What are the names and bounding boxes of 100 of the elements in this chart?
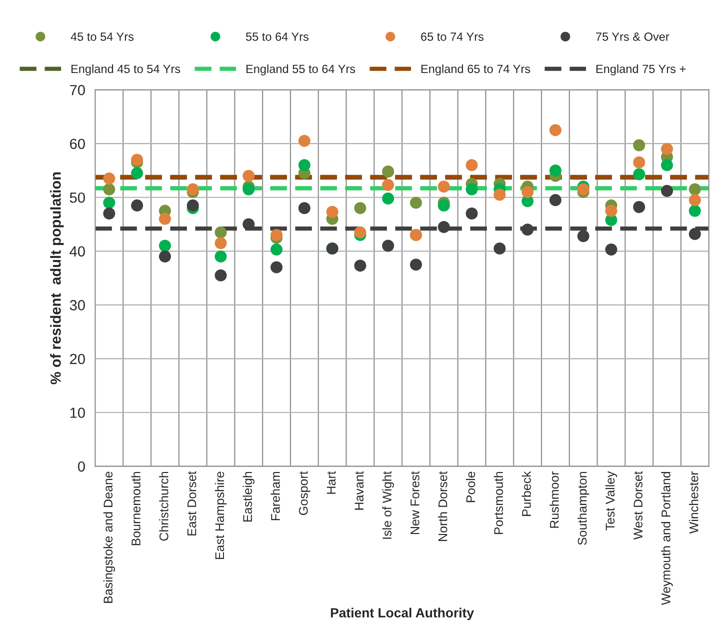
- point: [382, 178, 394, 192]
- point: [633, 168, 646, 180]
- point: [522, 224, 534, 236]
- x-tick-label: Havant: [354, 471, 364, 510]
- point: [298, 159, 310, 172]
- x-tick-label: Eastleigh: [242, 472, 254, 522]
- point: [549, 164, 562, 177]
- point: [158, 212, 171, 225]
- legend-label: 45 to 54 Yrs: [70, 32, 134, 41]
- x-tick-label: Bournemouth: [131, 472, 140, 546]
- legend-label: England 45 to 54 Yrs: [71, 64, 180, 76]
- point: [298, 134, 310, 147]
- y-tick-label: 20: [70, 354, 85, 364]
- point: [438, 199, 450, 212]
- point: [354, 226, 366, 238]
- point: [688, 194, 701, 206]
- legend-label: England 55 to 64 Yrs: [246, 64, 356, 76]
- point: [688, 228, 701, 240]
- y-axis-title: % of resident adult population: [50, 172, 64, 384]
- x-tick-label: Purbeck: [522, 471, 531, 516]
- point: [298, 202, 310, 214]
- x-tick-label: East Dorset: [187, 471, 196, 536]
- point: [410, 196, 422, 209]
- point: [438, 220, 450, 233]
- point: [158, 240, 171, 252]
- point: [688, 183, 701, 196]
- y-tick-label: 0: [78, 461, 85, 472]
- point: [522, 186, 534, 198]
- point: [158, 250, 171, 263]
- legend-label: 75 Yrs & Over: [596, 32, 670, 41]
- point: [382, 240, 394, 252]
- y-tick-label: 70: [70, 84, 85, 96]
- y-tick-label: 40: [70, 246, 85, 257]
- x-tick-label: Weymouth and Portland: [661, 472, 673, 605]
- point: [131, 199, 144, 212]
- point: [103, 172, 116, 185]
- point: [688, 204, 701, 217]
- point: [466, 159, 478, 172]
- x-tick-label: Fareham: [270, 472, 280, 520]
- y-tick-label: 50: [70, 192, 85, 203]
- y-tick-label: 10: [70, 408, 85, 418]
- point: [103, 183, 116, 196]
- point: [633, 139, 646, 152]
- x-tick-label: East Hampshire: [214, 472, 227, 560]
- point: [660, 184, 674, 197]
- point: [214, 226, 227, 238]
- point: [354, 202, 366, 214]
- point: [214, 250, 227, 263]
- point: [438, 180, 450, 193]
- x-tick-label: Hart: [326, 471, 336, 494]
- point: [382, 192, 394, 204]
- point: [242, 183, 255, 196]
- point: [633, 156, 646, 168]
- point: [605, 244, 618, 256]
- point: [605, 204, 618, 217]
- point: [131, 154, 144, 166]
- x-tick-label: Portsmouth: [494, 472, 504, 534]
- point: [326, 206, 338, 218]
- point: [214, 269, 227, 282]
- point: [494, 188, 506, 201]
- x-tick-label: Southampton: [578, 472, 590, 545]
- point: [242, 218, 255, 230]
- y-tick-label: 30: [70, 300, 85, 310]
- x-tick-label: Basingstoke and Deane: [103, 472, 115, 603]
- point: [577, 230, 590, 242]
- point: [633, 201, 646, 214]
- point: [382, 166, 394, 178]
- legend-label: 55 to 64 Yrs: [246, 32, 309, 41]
- point: [103, 208, 116, 220]
- point: [186, 183, 199, 196]
- x-tick-label: Test Valley: [605, 471, 618, 530]
- legend-label: England 65 to 74 Yrs: [421, 64, 530, 76]
- x-tick-label: West Dorset: [634, 471, 642, 540]
- x-tick-label: Rushmoor: [550, 471, 559, 528]
- point: [270, 261, 283, 274]
- x-tick-label: Poole: [466, 472, 476, 502]
- y-tick-label: 60: [70, 138, 85, 150]
- point: [103, 196, 116, 209]
- point: [549, 194, 562, 206]
- x-tick-label: Isle of Wight: [382, 471, 394, 539]
- point: [214, 237, 227, 250]
- point: [660, 142, 674, 155]
- point: [466, 208, 478, 220]
- point: [549, 124, 562, 136]
- x-tick-label: New Forest: [410, 471, 420, 534]
- x-tick-label: North Dorset: [438, 471, 448, 541]
- x-tick-label: Christchurch: [159, 472, 168, 541]
- point: [242, 170, 255, 182]
- x-axis-title: Patient Local Authority: [330, 608, 474, 620]
- point: [494, 242, 506, 254]
- point: [466, 183, 478, 196]
- point: [270, 244, 283, 256]
- point: [577, 183, 590, 196]
- point: [270, 229, 283, 242]
- legend-label: 65 to 74 Yrs: [421, 32, 484, 41]
- point: [186, 199, 199, 212]
- point: [410, 258, 422, 271]
- x-tick-label: Gosport: [298, 471, 310, 515]
- legend-label: England 75 Yrs +: [596, 64, 686, 76]
- point: [354, 260, 366, 272]
